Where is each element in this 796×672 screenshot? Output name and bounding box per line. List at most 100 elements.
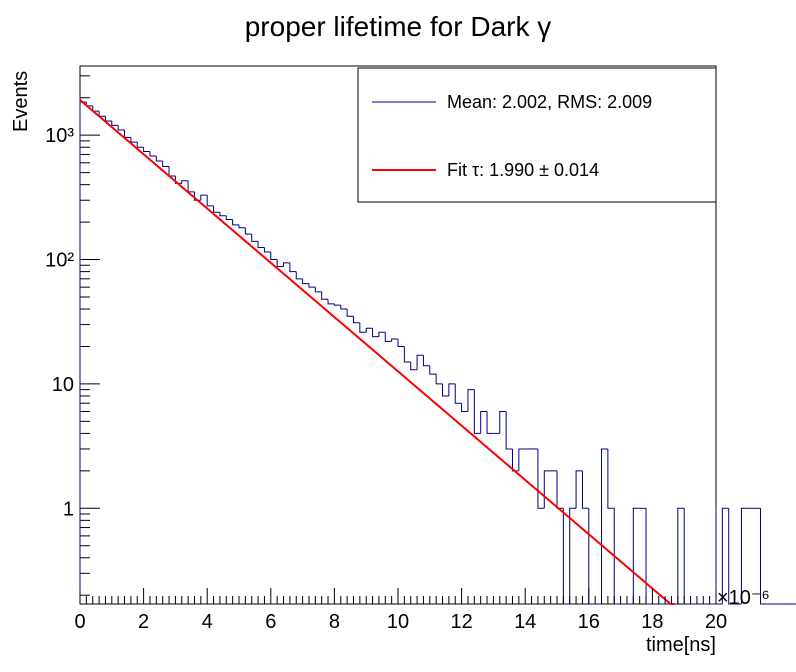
histogram-bin bbox=[511, 448, 519, 472]
histogram-bin bbox=[384, 332, 392, 342]
histogram-layer bbox=[79, 101, 796, 605]
histogram-bin bbox=[486, 411, 494, 434]
histogram-bin bbox=[257, 241, 265, 248]
histogram-bin bbox=[422, 355, 430, 367]
x-tick-label: 4 bbox=[202, 611, 213, 633]
x-tick-label: 2 bbox=[138, 611, 149, 633]
histogram-bin bbox=[378, 331, 386, 337]
histogram-bin bbox=[143, 147, 150, 152]
y-tick-label: 10² bbox=[45, 250, 74, 272]
histogram-bin bbox=[569, 507, 577, 604]
histogram-bin bbox=[467, 389, 475, 412]
x-tick-label: 14 bbox=[514, 611, 536, 633]
histogram-bin bbox=[359, 322, 367, 333]
histogram-bin bbox=[435, 374, 443, 385]
histogram-bin bbox=[276, 259, 284, 267]
histogram-bin bbox=[397, 338, 405, 347]
histogram-bin bbox=[429, 365, 437, 375]
histogram-bin bbox=[225, 215, 233, 220]
histogram-bin bbox=[365, 327, 373, 333]
histogram-bin bbox=[219, 212, 227, 217]
histogram-bin bbox=[181, 180, 189, 184]
legend-entry-histogram: Mean: 2.002, RMS: 2.009 bbox=[447, 92, 652, 112]
legend-entry-fit: Fit τ: 1.990 ± 0.014 bbox=[447, 160, 599, 180]
histogram-bin bbox=[289, 262, 297, 273]
x-axis-label: time[ns] bbox=[646, 634, 716, 656]
x-tick-label: 0 bbox=[74, 611, 85, 633]
histogram-bin bbox=[238, 224, 246, 229]
histogram-bin bbox=[391, 338, 398, 342]
histogram-bin bbox=[607, 448, 615, 509]
histogram-bin bbox=[200, 194, 208, 201]
histogram-bin bbox=[410, 362, 418, 371]
chart-title: proper lifetime for Dark γ bbox=[245, 11, 552, 42]
x-tick-label: 16 bbox=[578, 611, 600, 633]
histogram-bin bbox=[327, 299, 335, 305]
histogram-bin bbox=[155, 156, 163, 162]
histogram-bin bbox=[473, 389, 481, 434]
fit-curve bbox=[79, 99, 675, 605]
histogram-bin bbox=[340, 305, 348, 310]
x-tick-label: 20 bbox=[705, 611, 727, 633]
x-tick-label: 12 bbox=[450, 611, 472, 633]
histogram-bin bbox=[721, 507, 729, 604]
x-axis: 0 2 4 6 8 10 12 14 16 18 20 bbox=[74, 588, 727, 633]
y-tick-label: 1 bbox=[63, 498, 74, 520]
histogram-bin bbox=[372, 328, 379, 338]
histogram-bin bbox=[728, 508, 736, 605]
y-tick-label: 10³ bbox=[45, 125, 74, 147]
histogram-bin bbox=[499, 411, 507, 434]
histogram-bin bbox=[740, 507, 748, 604]
histogram-bin bbox=[174, 175, 182, 184]
fit-layer bbox=[79, 99, 675, 605]
histogram-bin bbox=[677, 507, 685, 604]
histogram-bin bbox=[480, 411, 488, 434]
histogram-bin bbox=[162, 161, 170, 167]
histogram-bin bbox=[244, 227, 252, 235]
histogram-bin bbox=[416, 354, 424, 370]
histogram-bin bbox=[111, 121, 119, 126]
histogram-bin bbox=[333, 303, 341, 306]
histogram-bin bbox=[251, 234, 259, 242]
histogram-bin bbox=[518, 448, 526, 471]
histogram-bin bbox=[206, 195, 214, 207]
histogram-bin bbox=[454, 383, 462, 404]
y-tick-label: 10 bbox=[52, 374, 74, 396]
histogram-bin bbox=[461, 403, 468, 413]
histogram-bin bbox=[321, 291, 329, 300]
histogram-bin bbox=[283, 262, 290, 267]
histogram-bin bbox=[537, 448, 545, 509]
histogram-bin bbox=[346, 309, 354, 317]
x-tick-label: 18 bbox=[641, 611, 663, 633]
histogram-bin bbox=[352, 316, 360, 324]
legend: Mean: 2.002, RMS: 2.009 Fit τ: 1.990 ± 0… bbox=[357, 67, 717, 203]
histogram-bin bbox=[213, 205, 220, 213]
histogram-bin bbox=[136, 142, 144, 148]
histogram-bin bbox=[760, 508, 767, 605]
x-tick-label: 8 bbox=[329, 611, 340, 633]
histogram-bin bbox=[263, 247, 271, 253]
x-axis-multiplier: ×10⁻⁶ bbox=[717, 587, 770, 609]
histogram-bin bbox=[117, 125, 125, 131]
histogram-bin bbox=[448, 383, 456, 396]
histogram-bin bbox=[442, 383, 449, 397]
x-tick-label: 6 bbox=[265, 611, 276, 633]
histogram-bin bbox=[232, 219, 239, 226]
plot-area bbox=[79, 65, 796, 605]
histogram-bin bbox=[308, 283, 316, 288]
histogram-bin bbox=[575, 470, 583, 509]
histogram-bin bbox=[581, 470, 589, 509]
y-axis-label: Events bbox=[10, 71, 32, 132]
histogram-bin bbox=[403, 346, 411, 363]
histogram-bin bbox=[314, 287, 322, 293]
histogram-bin bbox=[601, 448, 608, 604]
histogram-bin bbox=[302, 278, 309, 285]
histogram-bin bbox=[295, 271, 303, 280]
histogram-bin bbox=[79, 101, 87, 604]
histogram-bin bbox=[270, 252, 278, 261]
histogram-bin bbox=[505, 411, 513, 450]
y-axis: 1 10 10² 10³ bbox=[45, 75, 100, 596]
histogram-bin bbox=[149, 151, 157, 157]
x-tick-label: 10 bbox=[387, 611, 409, 633]
